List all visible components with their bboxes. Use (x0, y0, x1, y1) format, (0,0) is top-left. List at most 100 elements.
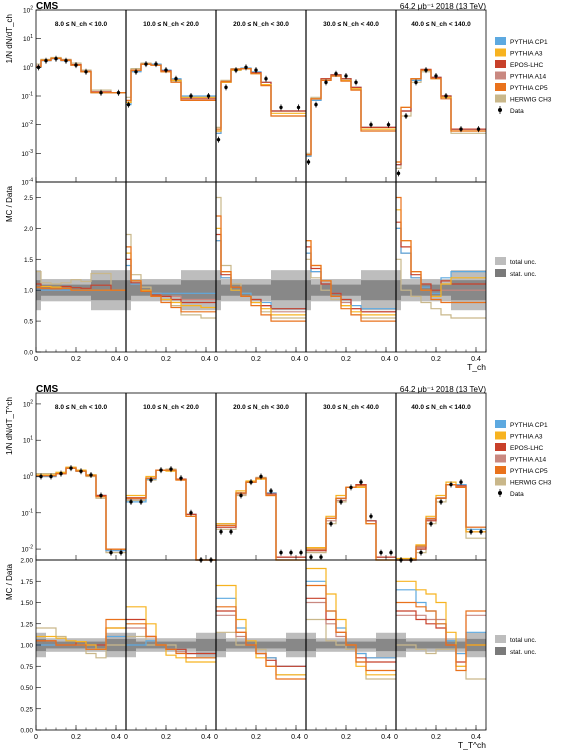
legend-label: PYTHIA CP5 (510, 468, 548, 475)
stat-unc-band (366, 641, 376, 649)
legend-label: HERWIG CH3 (510, 97, 552, 104)
x-tick-label: 0.4 (111, 356, 121, 363)
data-point (386, 122, 391, 127)
ratio-legend-label: stat. unc. (510, 649, 537, 656)
mc-line-pythia-a3 (36, 466, 126, 550)
stat-unc-band (296, 638, 306, 652)
data-point (289, 550, 293, 555)
ratio-line-herwig-ch3 (396, 258, 486, 319)
data-point (344, 74, 348, 78)
ratio-legend-swatch (495, 647, 506, 655)
mc-line-epos-lhc (216, 477, 306, 558)
data-point (459, 127, 463, 131)
stat-unc-band (416, 641, 426, 649)
data-point (169, 467, 173, 471)
x-tick-label: 0.2 (431, 356, 441, 363)
stat-unc-band (266, 641, 276, 649)
mc-line-pythia-cp5 (396, 69, 486, 163)
legend-label: PYTHIA CP1 (510, 39, 548, 46)
stat-unc-band (306, 638, 316, 652)
y-tick-exponent: 0 (30, 472, 33, 478)
x-tick-label: 0.2 (431, 734, 441, 741)
y-axis-title: 1/N dN/dT_T^ch (5, 397, 14, 455)
stat-unc-band (376, 638, 386, 652)
x-axis-title: T_T^ch (458, 740, 486, 750)
y-tick-label: 100 (23, 472, 33, 481)
x-tick-label: 0.2 (341, 356, 351, 363)
ratio-tick-label: 0.00 (20, 728, 33, 735)
stat-unc-band (161, 284, 171, 296)
data-point (244, 65, 248, 70)
stat-unc-band (426, 641, 436, 649)
ratio-legend-swatch (495, 635, 506, 643)
data-point (79, 469, 83, 473)
x-tick-label: 0 (394, 734, 398, 741)
data-point (424, 68, 428, 72)
ratio-line-pythia-cp5 (36, 618, 126, 650)
chart-2: CMS 64.2 μb⁻¹ 2018 (13 TeV) 8.0 ≤ N_ch < 1… (5, 384, 552, 750)
x-tick-label: 0.4 (471, 356, 481, 363)
ratio-tick-label: 0.50 (20, 685, 33, 692)
data-point (64, 59, 68, 63)
x-tick-label: 0 (214, 356, 218, 363)
data-point (404, 114, 408, 118)
data-point (239, 493, 243, 498)
legend-swatch (495, 83, 506, 91)
stat-unc-band (316, 641, 326, 649)
legend-label: PYTHIA A3 (510, 51, 543, 58)
x-tick-label: 0.2 (251, 356, 261, 363)
ratio-tick-label: 0.75 (20, 664, 33, 671)
data-point (299, 550, 303, 555)
x-tick-label: 0 (394, 356, 398, 363)
legend-label: Data (510, 108, 524, 115)
mc-line-epos-lhc (306, 484, 396, 558)
ratio-line-pythia-cp5 (306, 240, 396, 322)
mc-line-pythia-cp5 (126, 469, 216, 561)
x-tick-label: 0.2 (161, 356, 171, 363)
data-point (349, 485, 353, 490)
stat-unc-band (386, 638, 396, 652)
stat-unc-band (151, 284, 161, 296)
x-tick-label: 0 (124, 734, 128, 741)
y-tick-label: 101 (23, 436, 33, 445)
y-tick-exponent: 1 (30, 436, 33, 442)
panel-3: 20.0 ≤ N_ch < 30.0 0 0.2 0.4 (214, 21, 307, 363)
data-point (279, 105, 283, 110)
data-point (479, 530, 483, 534)
legend-data-marker (498, 491, 502, 495)
x-tick-label: 0.4 (381, 356, 391, 363)
legend-data-marker (498, 108, 502, 112)
mc-line-pythia-cp1 (36, 467, 126, 552)
data-point (359, 480, 363, 484)
x-tick-label: 0 (34, 734, 38, 741)
legend-swatch (495, 420, 506, 428)
data-point (264, 77, 268, 81)
y-tick-exponent: -1 (29, 92, 34, 98)
y-tick-exponent: -4 (29, 178, 34, 184)
panel-1: 8.0 ≤ N_ch < 10.0 0 0.2 0.4 (34, 21, 127, 363)
panel-1: 8.0 ≤ N_ch < 10.0 0 0.2 0.4 (34, 404, 127, 741)
stat-unc-band (286, 638, 296, 652)
mc-line-pythia-a3 (126, 469, 216, 561)
data-point (179, 476, 183, 480)
data-point (144, 62, 148, 66)
data-point (164, 68, 168, 72)
legend-label: PYTHIA A14 (510, 457, 547, 464)
x-tick-label: 0 (304, 734, 308, 741)
x-tick-label: 0.4 (381, 734, 391, 741)
data-point (149, 478, 153, 482)
x-tick-label: 0.4 (201, 356, 211, 363)
data-point (329, 522, 333, 526)
stat-unc-band (216, 638, 226, 652)
data-point (396, 171, 401, 176)
data-point (309, 555, 313, 559)
stat-unc-band (341, 284, 351, 296)
stat-unc-band (276, 641, 286, 649)
stat-unc-band (456, 641, 466, 649)
mc-line-pythia-a14 (306, 484, 396, 558)
x-tick-label: 0 (214, 734, 218, 741)
lumi-label: 64.2 μb⁻¹ 2018 (13 TeV) (400, 385, 486, 394)
ratio-tick-label: 1.25 (20, 621, 33, 628)
data-point (449, 482, 453, 487)
panel-label: 10.0 ≤ N_ch < 20.0 (143, 404, 199, 411)
